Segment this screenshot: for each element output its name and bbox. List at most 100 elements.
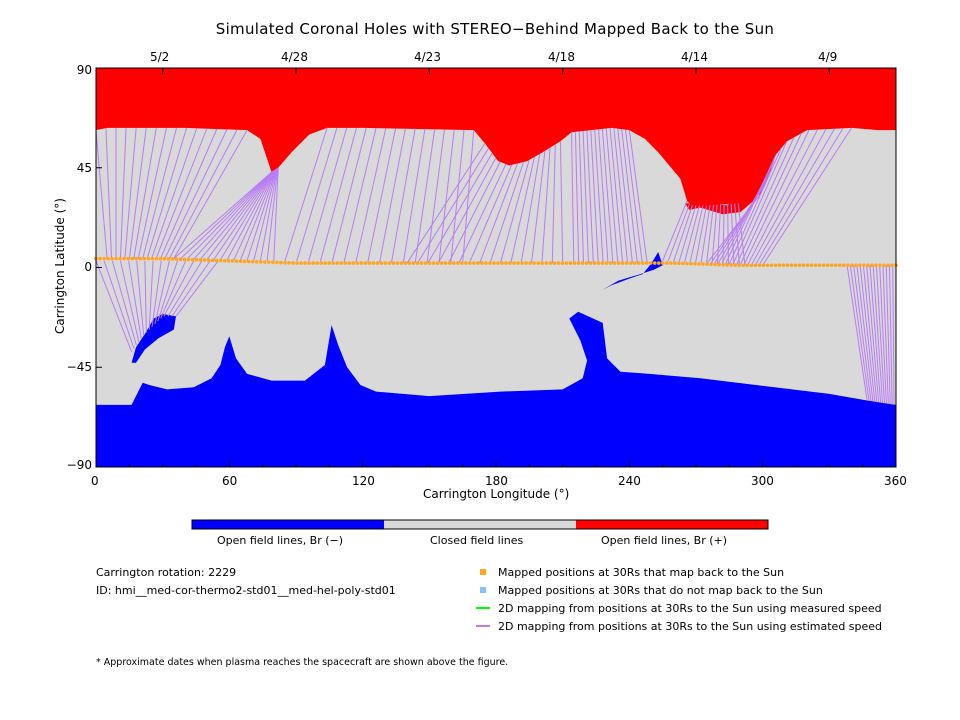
negative-coronal-hole-island — [602, 252, 663, 290]
mapped-position-point — [303, 261, 307, 265]
mapping-line-estimated — [739, 133, 802, 265]
mapped-position-point — [399, 261, 404, 265]
mapped-position-point — [640, 261, 645, 265]
model-id: ID: hmi__med-cor-thermo2-std01__med-hel-… — [96, 584, 396, 597]
mapped-position-point — [592, 261, 597, 265]
mapped-position-point — [222, 258, 227, 263]
mapped-position-point — [395, 261, 400, 265]
mapping-line-estimated — [414, 129, 436, 263]
mapped-position-point — [371, 261, 376, 265]
mapped-position-point — [845, 263, 850, 268]
mapping-line-estimated — [226, 169, 276, 261]
mapped-position-point — [98, 256, 102, 261]
mapped-position-point — [472, 261, 476, 265]
mapped-position-point — [761, 263, 766, 268]
mapping-line-estimated — [594, 129, 604, 264]
mapping-line-estimated — [103, 260, 135, 349]
mapped-position-point — [383, 261, 388, 265]
mapped-position-point — [283, 260, 287, 265]
mapping-line-estimated — [155, 128, 208, 259]
mapping-line-estimated — [499, 159, 530, 264]
mapping-line-estimated — [574, 131, 580, 264]
mapping-line-estimated — [582, 130, 589, 264]
mapped-position-point — [279, 260, 283, 265]
mapped-position-point — [114, 256, 118, 261]
mapping-line-estimated — [157, 260, 178, 322]
positive-polar-hole — [96, 68, 896, 206]
mapping-line-estimated — [284, 127, 328, 262]
mapping-line-estimated — [743, 129, 810, 265]
mapping-line-estimated — [727, 203, 729, 265]
mapping-line-estimated — [751, 128, 827, 266]
colorbar-negative — [192, 520, 384, 529]
mapped-position-point — [604, 261, 609, 265]
mapped-position-point — [126, 256, 130, 261]
mapped-position-point — [238, 259, 243, 264]
mapped-position-point — [464, 261, 468, 265]
mapping-line-estimated — [859, 265, 876, 402]
mapped-position-point — [701, 262, 705, 266]
mapped-position-point — [443, 261, 448, 265]
mapping-line-estimated — [343, 128, 377, 262]
mapping-line-estimated — [319, 127, 357, 262]
mapping-line-estimated — [426, 129, 445, 263]
mapped-position-point — [246, 259, 251, 264]
mapping-line-estimated — [417, 147, 489, 264]
mapping-line-estimated — [736, 137, 795, 265]
x-tick-label: 300 — [751, 474, 774, 488]
mapped-position-point — [813, 263, 818, 268]
mapping-line-estimated — [551, 144, 556, 264]
mapped-position-point — [291, 261, 295, 265]
mapping-line-estimated — [613, 128, 629, 264]
mapping-line-estimated — [448, 161, 501, 264]
legend-label-measured: 2D mapping from positions at 30Rs to the… — [498, 602, 882, 615]
mapped-position-point — [287, 261, 291, 265]
mapped-position-point — [713, 262, 717, 267]
mapping-line-estimated — [531, 150, 546, 264]
mapping-line-estimated — [892, 265, 895, 405]
mapping-line-estimated — [148, 260, 154, 330]
mapping-line-estimated — [128, 260, 142, 339]
date-tick-label: 4/18 — [548, 50, 575, 64]
mapping-line-estimated — [747, 129, 818, 265]
mapped-position-point — [580, 261, 585, 265]
mapping-line-estimated — [732, 141, 788, 265]
mapped-position-point — [500, 261, 504, 265]
mapping-line-estimated — [163, 260, 195, 317]
mapping-line-estimated — [180, 171, 273, 260]
mapped-position-point — [556, 261, 561, 265]
mapped-position-point — [737, 263, 742, 268]
mapped-position-point — [451, 261, 456, 265]
mapped-position-point — [439, 261, 444, 265]
mapping-line-estimated — [175, 260, 219, 317]
mapped-position-point — [882, 263, 886, 268]
mapping-line-estimated — [124, 127, 137, 259]
colorbar-label-positive: Open field lines, Br (+) — [601, 534, 728, 547]
mapped-position-point — [226, 259, 231, 263]
mapping-line-estimated — [605, 128, 619, 264]
mapping-line-estimated — [406, 143, 486, 264]
mapping-line-estimated — [888, 265, 893, 405]
mapping-line-estimated — [133, 127, 157, 259]
mapped-position-point — [866, 263, 870, 268]
mapped-position-point — [841, 263, 846, 268]
legend-swatch-unmapped — [480, 587, 486, 593]
colorbar-frame — [191, 519, 769, 530]
mapped-position-point — [102, 256, 106, 261]
carrington-rotation: Carrington rotation: 2229 — [96, 566, 237, 579]
mapped-position-point — [781, 263, 786, 268]
mapped-position-point — [697, 262, 701, 266]
mapping-line-estimated — [695, 205, 707, 263]
mapping-line-estimated — [849, 265, 870, 401]
mapping-line-estimated — [737, 203, 746, 266]
mapped-position-point — [681, 261, 685, 266]
x-tick-label: 60 — [222, 474, 238, 488]
x-axis-label: Carrington Longitude (°) — [423, 487, 570, 501]
mapping-line-estimated — [111, 260, 137, 346]
mapping-line-estimated — [628, 130, 648, 264]
mapping-line-estimated — [151, 260, 162, 327]
mapping-line-estimated — [213, 170, 275, 260]
mapped-position-point — [564, 261, 569, 265]
mapped-position-point — [552, 261, 557, 265]
legend-label-estimated: 2D mapping from positions at 30Rs to the… — [498, 620, 883, 633]
